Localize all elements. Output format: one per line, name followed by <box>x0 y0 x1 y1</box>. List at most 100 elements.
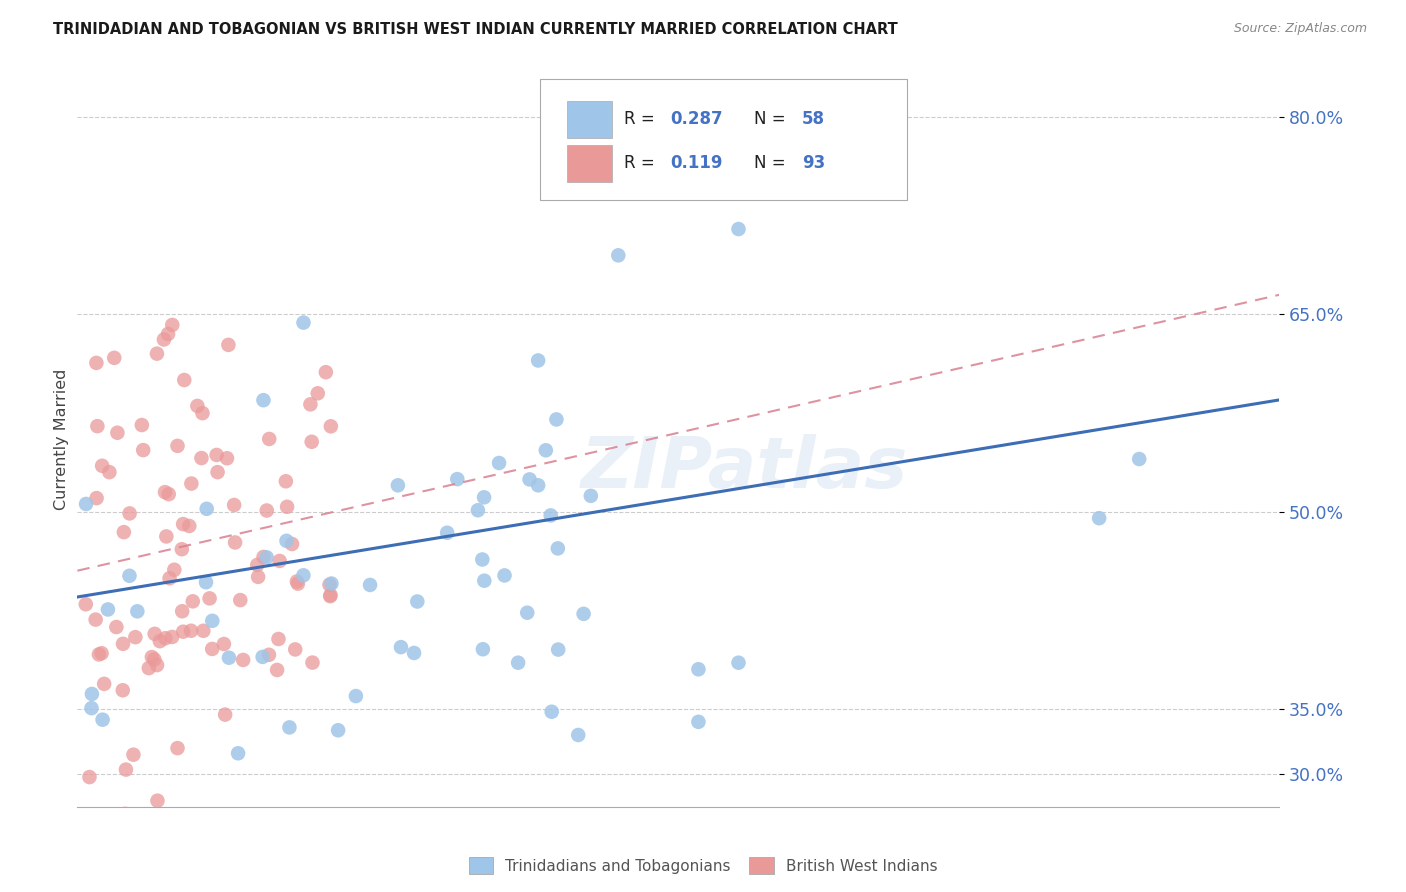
Point <box>326 723 349 738</box>
Point <box>252 549 274 564</box>
Point <box>180 624 202 638</box>
Point <box>519 472 541 486</box>
Point <box>246 558 269 572</box>
Point <box>256 550 278 565</box>
Point <box>534 443 557 458</box>
Point <box>205 448 228 462</box>
Point <box>157 326 180 341</box>
Text: Source: ZipAtlas.com: Source: ZipAtlas.com <box>1233 22 1367 36</box>
Point <box>118 507 141 521</box>
Point <box>547 541 569 556</box>
Text: R =: R = <box>624 111 661 128</box>
Point <box>155 529 177 543</box>
Point <box>162 318 184 332</box>
Point <box>301 434 323 449</box>
Point <box>281 537 304 551</box>
Point <box>472 574 495 588</box>
Point <box>173 373 195 387</box>
Point <box>80 687 103 701</box>
Point <box>224 498 246 512</box>
Point <box>172 517 194 532</box>
Point <box>446 472 468 486</box>
FancyBboxPatch shape <box>567 145 612 182</box>
Point <box>516 606 538 620</box>
Point <box>727 656 749 670</box>
Point <box>186 399 208 413</box>
Point <box>146 346 169 360</box>
Point <box>607 248 630 262</box>
Point <box>488 456 510 470</box>
Point <box>155 632 177 646</box>
FancyBboxPatch shape <box>540 78 907 200</box>
Point <box>572 607 595 621</box>
Point <box>166 439 188 453</box>
Point <box>436 525 458 540</box>
Point <box>75 497 97 511</box>
Point <box>201 614 224 628</box>
Point <box>114 806 136 821</box>
Text: ZIPatlas: ZIPatlas <box>581 434 908 503</box>
Point <box>143 627 166 641</box>
Point <box>153 333 176 347</box>
Point <box>540 705 562 719</box>
Point <box>287 576 309 591</box>
Point <box>75 597 97 611</box>
Point <box>146 658 169 673</box>
Text: 58: 58 <box>803 111 825 128</box>
Point <box>278 720 301 734</box>
Point <box>292 568 315 582</box>
Point <box>195 575 218 590</box>
Point <box>472 491 495 505</box>
Point <box>86 491 108 505</box>
Point <box>98 465 121 479</box>
Point <box>170 542 193 557</box>
Point <box>727 222 749 236</box>
Point <box>527 478 550 492</box>
Text: TRINIDADIAN AND TOBAGONIAN VS BRITISH WEST INDIAN CURRENTLY MARRIED CORRELATION : TRINIDADIAN AND TOBAGONIAN VS BRITISH WE… <box>53 22 898 37</box>
Point <box>319 588 342 602</box>
Point <box>257 432 280 446</box>
Point <box>86 419 108 434</box>
Point <box>118 568 141 582</box>
Point <box>141 650 163 665</box>
Point <box>80 701 103 715</box>
Point <box>195 501 218 516</box>
Point <box>218 650 240 665</box>
Point <box>402 646 425 660</box>
Point <box>86 356 108 370</box>
Legend: Trinidadians and Tobagonians, British West Indians: Trinidadians and Tobagonians, British We… <box>463 851 943 880</box>
Point <box>157 487 180 501</box>
Point <box>172 624 194 639</box>
Point <box>471 552 494 566</box>
Point <box>387 478 409 492</box>
Point <box>201 642 224 657</box>
Y-axis label: Currently Married: Currently Married <box>53 368 69 510</box>
Point <box>112 637 135 651</box>
Point <box>319 419 342 434</box>
Point <box>292 316 315 330</box>
FancyBboxPatch shape <box>567 101 612 137</box>
Point <box>467 503 489 517</box>
Point <box>471 642 494 657</box>
Point <box>267 632 290 646</box>
Point <box>406 594 429 608</box>
Point <box>91 458 114 473</box>
Point <box>79 770 101 784</box>
Point <box>105 620 128 634</box>
Point <box>226 746 249 760</box>
Text: 93: 93 <box>803 154 825 172</box>
Point <box>217 338 239 352</box>
Point <box>190 451 212 466</box>
Point <box>688 714 710 729</box>
Point <box>115 763 138 777</box>
Point <box>131 417 153 432</box>
Point <box>527 353 550 368</box>
Point <box>132 443 155 458</box>
Point <box>321 576 343 591</box>
Point <box>124 630 146 644</box>
Point <box>274 475 297 489</box>
Point <box>318 578 340 592</box>
Point <box>198 591 221 606</box>
Point <box>181 594 204 608</box>
Point <box>146 794 169 808</box>
